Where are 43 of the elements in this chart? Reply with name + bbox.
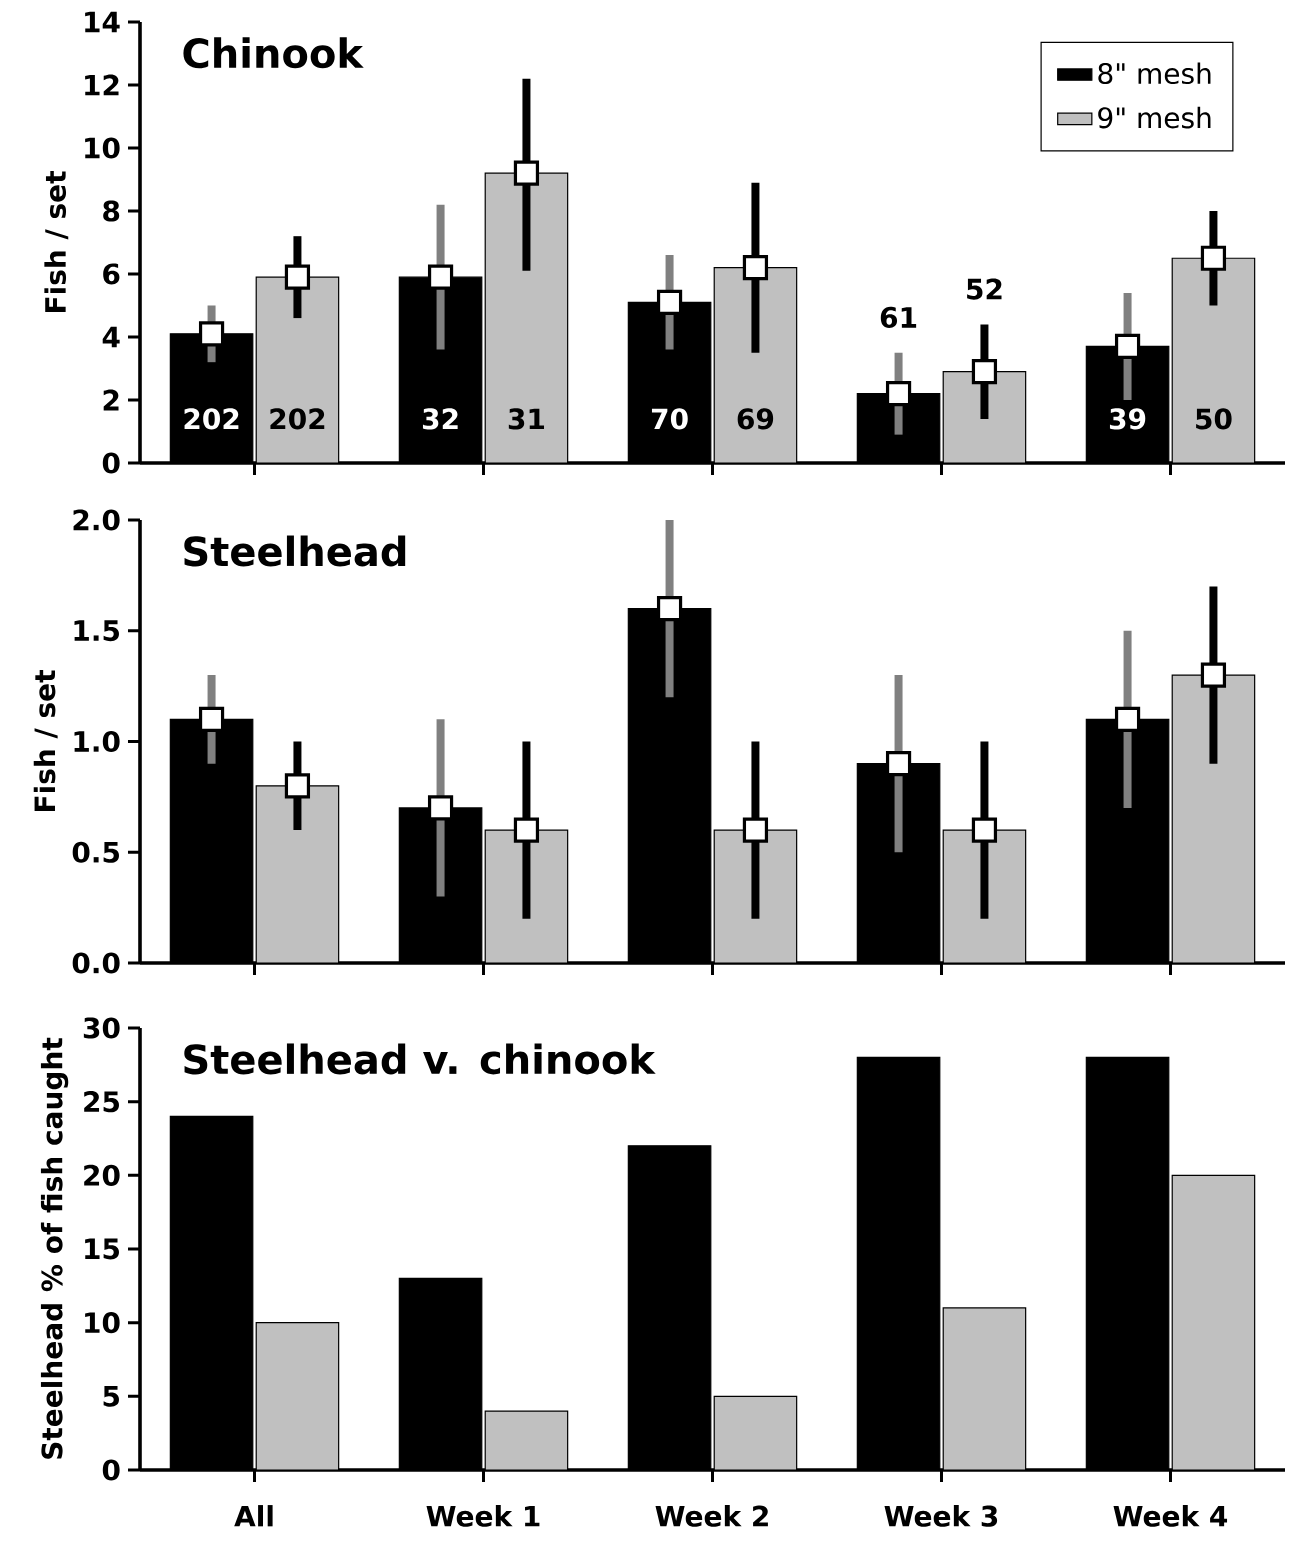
y-tick-label: 0 (102, 1459, 120, 1481)
x-tick-label: All (234, 1505, 273, 1527)
y-tick-label: 25 (84, 1091, 119, 1113)
annotation: 32 (422, 408, 458, 430)
x-tick-label: Week 3 (884, 1505, 998, 1527)
annotation: 50 (1196, 408, 1232, 430)
chart-title: Steelhead v. chinook (184, 1043, 656, 1075)
y-tick-label: 5 (103, 1385, 119, 1407)
y-tick-label: 14 (85, 11, 120, 33)
y-tick-label: 0 (102, 452, 120, 474)
y-axis-title: Steelhead % of fish caught (40, 1037, 69, 1459)
x-tick-label: Week 2 (655, 1505, 768, 1527)
y-tick-label: 30 (83, 1017, 120, 1039)
y-tick-label: 20 (84, 1164, 120, 1186)
y-tick-label: 1.0 (74, 730, 120, 753)
y-tick-label: 10 (85, 1312, 120, 1334)
chart-title: Steelhead (184, 535, 406, 567)
chart-title: Chinook (183, 37, 364, 69)
annotation: 202 (270, 408, 325, 430)
annotation: 39 (1109, 408, 1146, 430)
y-tick-label: 6 (103, 263, 120, 285)
annotation: 70 (651, 408, 688, 430)
y-tick-label: 1.5 (74, 620, 119, 642)
x-tick-label: Week 1 (426, 1505, 540, 1527)
y-axis-title: Fish / set (44, 171, 69, 312)
annotation: 52 (967, 278, 1002, 300)
y-tick-label: 2.0 (73, 509, 120, 531)
y-tick-label: 10 (85, 137, 120, 159)
x-tick-label: Week 4 (1113, 1505, 1228, 1527)
annotation: 69 (737, 408, 774, 430)
legend-label: 8" mesh (1098, 62, 1211, 85)
y-axis-title: Fish / set (33, 670, 58, 811)
annotation: 202 (184, 408, 239, 430)
y-tick-label: 15 (85, 1238, 119, 1260)
y-tick-label: 2 (103, 389, 119, 411)
y-tick-label: 8 (103, 200, 120, 222)
y-tick-label: 4 (102, 326, 120, 348)
y-tick-label: 0.0 (72, 952, 120, 974)
y-tick-label: 0.5 (72, 841, 119, 863)
legend-label: 9" mesh (1098, 106, 1211, 129)
annotation: 61 (880, 306, 917, 329)
annotation: 31 (508, 408, 545, 430)
y-tick-label: 12 (85, 74, 119, 96)
